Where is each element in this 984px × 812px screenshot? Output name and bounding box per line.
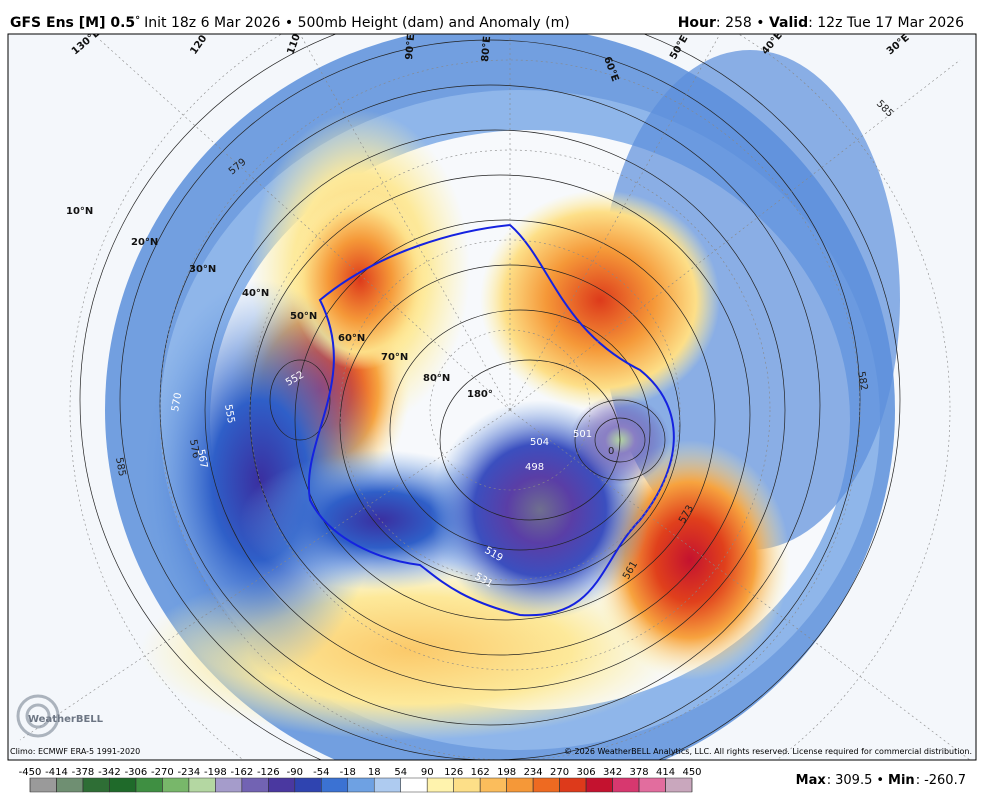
colorbar-label: -198 xyxy=(204,767,227,778)
contour-label: 576 xyxy=(187,439,201,460)
hour-value: : 258 • xyxy=(716,15,769,31)
max-label: Max xyxy=(796,773,827,788)
valid-value: : 12z Tue 17 Mar 2026 xyxy=(808,15,964,31)
contour-label: 501 xyxy=(573,429,592,440)
colorbar-box xyxy=(453,777,481,793)
colorbar-box xyxy=(506,777,534,793)
colorbar-box xyxy=(215,777,243,793)
colorbar-box xyxy=(347,777,375,793)
colorbar-label: 90 xyxy=(421,767,434,778)
colorbar-label: -90 xyxy=(287,767,303,778)
map: 10°N 20°N 30°N 40°N 50°N 60°N 70°N 80°N … xyxy=(8,33,976,760)
colorbar-box xyxy=(665,777,693,793)
colorbar-box xyxy=(29,777,57,793)
hour-label: Hour xyxy=(678,15,716,31)
contour-label: 0 xyxy=(608,446,614,457)
logo-text: WeatherBELL xyxy=(28,714,104,725)
colorbar-label: -306 xyxy=(125,767,148,778)
colorbar: -450 -414 -378 -342 -306 -270 -234 -198 -162 -126… xyxy=(19,767,702,793)
degree: ° xyxy=(135,15,140,26)
header-right: Hour: 258 • Valid: 12z Tue 17 Mar 2026 xyxy=(678,15,964,31)
contour-label: 504 xyxy=(530,437,549,448)
colorbar-label: 342 xyxy=(603,767,622,778)
contour-label: 567 xyxy=(195,448,209,469)
colorbar-box xyxy=(479,777,507,793)
colorbar-box xyxy=(585,777,613,793)
colorbar-box xyxy=(241,777,269,793)
colorbar-label: -234 xyxy=(178,767,201,778)
colorbar-label: 126 xyxy=(444,767,463,778)
colorbar-label: 198 xyxy=(497,767,516,778)
map-frame xyxy=(7,33,977,761)
colorbar-label: 378 xyxy=(629,767,648,778)
colorbar-box xyxy=(82,777,110,793)
longitude-label: 90°E xyxy=(404,33,417,60)
colorbar-label: -270 xyxy=(151,767,174,778)
min-value: -260.7 xyxy=(924,773,966,788)
longitude-label: 80°E xyxy=(480,35,493,62)
colorbar-label: 270 xyxy=(550,767,569,778)
colorbar-label: -18 xyxy=(340,767,356,778)
latitude-label: 80°N xyxy=(423,373,450,384)
colorbar-label: 450 xyxy=(682,767,701,778)
colorbar-label: 234 xyxy=(524,767,543,778)
min-label: Min xyxy=(888,773,915,788)
latitude-label: 40°N xyxy=(242,288,269,299)
contour-label: 582 xyxy=(855,371,869,392)
model: GFS Ens [M] 0.5 xyxy=(10,15,135,31)
colorbar-label: 306 xyxy=(577,767,596,778)
colorbar-box xyxy=(532,777,560,793)
description: Init 18z 6 Mar 2026 • 500mb Height (dam)… xyxy=(144,15,570,31)
latitude-label: 60°N xyxy=(338,333,365,344)
contour-label: 585 xyxy=(113,457,127,478)
colorbar-box xyxy=(400,777,428,793)
colorbar-label: 18 xyxy=(368,767,381,778)
latitude-label: 50°N xyxy=(290,311,317,322)
colorbar-box xyxy=(188,777,216,793)
colorbar-box xyxy=(559,777,587,793)
colorbar-box xyxy=(373,777,401,793)
separator: • xyxy=(876,773,884,788)
colorbar-box xyxy=(268,777,296,793)
latitude-label: 20°N xyxy=(131,237,158,248)
contour-label: 570 xyxy=(170,392,184,413)
stats: Max: 309.5 • Min: -260.7 xyxy=(796,773,966,788)
colorbar-label: 414 xyxy=(656,767,675,778)
contour-label: 498 xyxy=(525,462,544,473)
colorbar-box xyxy=(294,777,322,793)
latitude-label: 180° xyxy=(467,389,493,400)
contour-label: 555 xyxy=(222,404,236,425)
colorbar-box xyxy=(638,777,666,793)
colorbar-label: 162 xyxy=(471,767,490,778)
colorbar-box xyxy=(135,777,163,793)
colorbar-box xyxy=(426,777,454,793)
copyright: © 2026 WeatherBELL Analytics, LLC. All r… xyxy=(564,747,972,756)
max-value: 309.5 xyxy=(835,773,872,788)
colorbar-label: -414 xyxy=(45,767,68,778)
latitude-label: 10°N xyxy=(66,206,93,217)
colorbar-label: -54 xyxy=(313,767,329,778)
colorbar-label: 54 xyxy=(394,767,407,778)
colorbar-label: -450 xyxy=(19,767,42,778)
colorbar-box xyxy=(321,777,349,793)
colorbar-box xyxy=(56,777,84,793)
colorbar-label: -342 xyxy=(98,767,121,778)
climo: Climo: ECMWF ERA-5 1991-2020 xyxy=(10,747,140,756)
logo: WeatherBELL xyxy=(16,694,104,738)
colorbar-box xyxy=(612,777,640,793)
valid-label: Valid xyxy=(769,15,808,31)
latitude-label: 30°N xyxy=(189,264,216,275)
colorbar-box xyxy=(162,777,190,793)
colorbar-label: -162 xyxy=(230,767,253,778)
colorbar-label: -126 xyxy=(257,767,280,778)
header-left: GFS Ens [M] 0.5° Init 18z 6 Mar 2026 • 50… xyxy=(10,15,570,31)
latitude-label: 70°N xyxy=(381,352,408,363)
colorbar-box xyxy=(109,777,137,793)
colorbar-label: -378 xyxy=(72,767,95,778)
